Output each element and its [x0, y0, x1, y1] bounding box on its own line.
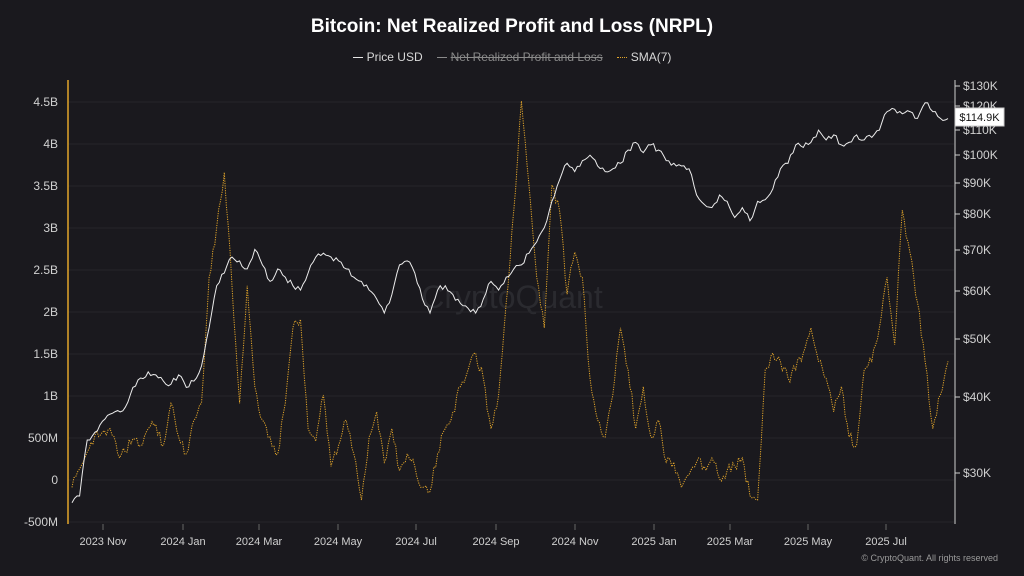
y-left-tick-label: 500M — [28, 431, 58, 445]
legend-swatch-price — [352, 56, 363, 58]
price-usd-line — [71, 102, 949, 504]
x-tick-label: 2025 Jul — [865, 536, 907, 548]
x-tick-label: 2025 Jan — [631, 536, 676, 548]
y-right-tick-label: $80K — [963, 207, 991, 221]
series-layer — [71, 100, 949, 504]
price-badge-text: $114.9K — [959, 112, 1000, 124]
chart-title: Bitcoin: Net Realized Profit and Loss (N… — [310, 16, 714, 37]
legend-item-sma7[interactable]: SMA(7) — [616, 50, 672, 64]
y-left-tick-label: -500M — [24, 515, 58, 529]
legend-swatch-nrpl — [436, 56, 447, 58]
legend-label: Price USD — [366, 50, 423, 64]
legend-label: Net Realized Profit and Loss — [450, 50, 603, 64]
copyright: © CryptoQuant. All rights reserved — [861, 553, 998, 563]
x-tick-label: 2024 Mar — [236, 536, 283, 548]
left-axis: 4.5B 4B 3.5B 3B 2.5B 2B 1.5B 1B 500M 0 -500M — [24, 80, 69, 529]
y-right-tick-label: $30K — [963, 466, 991, 480]
grid — [68, 101, 954, 523]
legend-swatch-sma7 — [616, 56, 627, 58]
price-badge: $114.9K — [954, 107, 1005, 127]
y-left-tick-label: 3.5B — [33, 179, 58, 193]
y-left-tick-label: 2B — [43, 305, 58, 319]
x-tick-label: 2024 Nov — [551, 536, 599, 548]
legend-item-nrpl[interactable]: Net Realized Profit and Loss — [436, 50, 603, 64]
y-right-tick-label: $70K — [963, 243, 991, 257]
price-badge-box — [954, 107, 1005, 127]
x-tick-label: 2023 Nov — [79, 536, 127, 548]
y-left-tick-label: 4.5B — [33, 95, 58, 109]
y-right-tick-label: $40K — [963, 390, 991, 404]
x-tick-label: 2024 Sep — [472, 536, 519, 548]
x-tick-label: 2025 Mar — [707, 536, 754, 548]
y-right-tick-label: $100K — [963, 148, 998, 162]
y-left-tick-label: 1B — [43, 389, 58, 403]
y-right-tick-label: $90K — [963, 176, 991, 190]
y-right-tick-label: $130K — [963, 79, 998, 93]
x-tick-label: 2024 Jul — [395, 536, 437, 548]
y-left-tick-label: 4B — [43, 137, 58, 151]
legend: Price USD Net Realized Profit and Loss S… — [0, 50, 1024, 64]
x-axis: 2023 Nov 2024 Jan 2024 Mar 2024 May 2024 Jul… — [79, 524, 907, 548]
y-left-tick-label: 2.5B — [33, 263, 58, 277]
y-right-tick-label: $50K — [963, 332, 991, 346]
watermark: CryptoQuant — [421, 279, 603, 315]
y-left-tick-label: 0 — [51, 473, 58, 487]
y-right-tick-label: $60K — [963, 284, 991, 298]
x-tick-label: 2025 May — [784, 536, 833, 548]
legend-item-price[interactable]: Price USD — [352, 50, 423, 64]
right-axis: $130K$120K$110K$100K$90K$80K$70K$60K$50K… — [954, 79, 998, 524]
x-tick-label: 2024 Jan — [160, 536, 205, 548]
y-left-tick-label: 1.5B — [33, 347, 58, 361]
legend-label: SMA(7) — [630, 50, 672, 64]
y-left-tick-label: 3B — [43, 221, 58, 235]
x-tick-label: 2024 May — [314, 536, 363, 548]
